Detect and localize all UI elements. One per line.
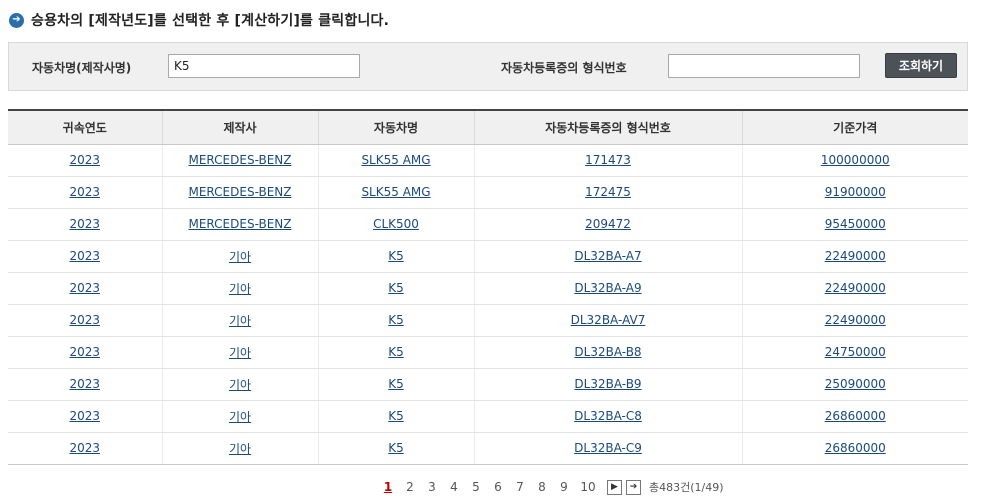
page-link-4[interactable]: 4 xyxy=(450,480,458,494)
type-number-link[interactable]: DL32BA-AV7 xyxy=(570,313,646,327)
page-link-7[interactable]: 7 xyxy=(516,480,524,494)
maker-link[interactable]: 기아 xyxy=(228,281,252,296)
year-link[interactable]: 2023 xyxy=(69,313,101,327)
year-link[interactable]: 2023 xyxy=(69,281,101,295)
page-link-1[interactable]: 1 xyxy=(383,480,393,494)
car-name-link[interactable]: SLK55 AMG xyxy=(361,153,431,167)
header-base-price: 기준가격 xyxy=(741,109,968,145)
table-row: 2023 MERCEDES-BENZ SLK55 AMG 171473 1000… xyxy=(8,144,968,177)
type-number-input[interactable] xyxy=(668,54,860,78)
price-link[interactable]: 25090000 xyxy=(824,377,886,391)
price-link[interactable]: 26860000 xyxy=(824,409,886,423)
type-number-link[interactable]: DL32BA-C9 xyxy=(574,441,642,455)
car-name-link[interactable]: K5 xyxy=(388,249,404,263)
table-row: 2023 MERCEDES-BENZ SLK55 AMG 172475 9190… xyxy=(8,176,968,209)
year-link[interactable]: 2023 xyxy=(69,441,101,455)
year-link[interactable]: 2023 xyxy=(69,409,101,423)
header-maker: 제작사 xyxy=(161,109,318,145)
car-name-link[interactable]: K5 xyxy=(388,313,404,327)
car-name-link[interactable]: K5 xyxy=(388,281,404,295)
price-link[interactable]: 95450000 xyxy=(824,217,886,231)
type-number-link[interactable]: DL32BA-A9 xyxy=(574,281,642,295)
year-link[interactable]: 2023 xyxy=(69,217,101,231)
year-link[interactable]: 2023 xyxy=(69,249,101,263)
car-name-link[interactable]: K5 xyxy=(388,345,404,359)
model-name-label: 자동차명(제작사명) xyxy=(32,61,132,75)
type-number-link[interactable]: DL32BA-B8 xyxy=(574,345,642,359)
table-row: 2023 기아 K5 DL32BA-C8 26860000 xyxy=(8,400,968,433)
table-row: 2023 기아 K5 DL32BA-AV7 22490000 xyxy=(8,304,968,337)
page-link-10[interactable]: 10 xyxy=(580,480,596,494)
price-link[interactable]: 22490000 xyxy=(824,249,886,263)
maker-link[interactable]: 기아 xyxy=(228,345,252,360)
table-row: 2023 기아 K5 DL32BA-A7 22490000 xyxy=(8,240,968,273)
page-link-5[interactable]: 5 xyxy=(472,480,480,494)
price-link[interactable]: 22490000 xyxy=(824,313,886,327)
maker-link[interactable]: MERCEDES-BENZ xyxy=(188,185,292,199)
car-name-link[interactable]: K5 xyxy=(388,377,404,391)
table-header-row: 귀속연도 제작사 자동차명 자동차등록증의 형식번호 기준가격 xyxy=(8,109,968,145)
maker-link[interactable]: 기아 xyxy=(228,441,252,456)
pagination: 1 2 3 4 5 6 7 8 9 10 ▶ ➔ 총483건(1/49) xyxy=(377,478,724,496)
last-arrow-icon[interactable]: ➔ xyxy=(626,479,641,495)
arrow-bullet-icon: ➔ xyxy=(9,12,24,28)
price-link[interactable]: 100000000 xyxy=(820,153,890,167)
car-name-link[interactable]: SLK55 AMG xyxy=(361,185,431,199)
type-number-link[interactable]: DL32BA-C8 xyxy=(574,409,642,423)
car-name-link[interactable]: K5 xyxy=(388,441,404,455)
table-row: 2023 기아 K5 DL32BA-B8 24750000 xyxy=(8,336,968,369)
type-number-label: 자동차등록증의 형식번호 xyxy=(501,61,627,75)
type-number-link[interactable]: 209472 xyxy=(585,217,631,231)
type-number-link[interactable]: DL32BA-A7 xyxy=(574,249,642,263)
total-count: 총483건(1/49) xyxy=(649,481,724,494)
page-link-8[interactable]: 8 xyxy=(538,480,546,494)
maker-link[interactable]: 기아 xyxy=(228,249,252,264)
year-link[interactable]: 2023 xyxy=(69,345,101,359)
search-button[interactable]: 조회하기 xyxy=(885,53,957,78)
year-link[interactable]: 2023 xyxy=(69,377,101,391)
price-link[interactable]: 24750000 xyxy=(824,345,886,359)
price-link[interactable]: 22490000 xyxy=(824,281,886,295)
price-link[interactable]: 91900000 xyxy=(824,185,886,199)
car-name-link[interactable]: K5 xyxy=(388,409,404,423)
page-link-9[interactable]: 9 xyxy=(560,480,568,494)
instruction-text: 승용차의 [제작년도]를 선택한 후 [계산하기]를 클릭합니다. xyxy=(31,13,390,29)
instruction-line: ➔ 승용차의 [제작년도]를 선택한 후 [계산하기]를 클릭합니다. xyxy=(9,10,389,30)
header-year: 귀속연도 xyxy=(8,109,162,145)
table-row: 2023 기아 K5 DL32BA-A9 22490000 xyxy=(8,272,968,305)
type-number-link[interactable]: DL32BA-B9 xyxy=(574,377,642,391)
table-row: 2023 MERCEDES-BENZ CLK500 209472 9545000… xyxy=(8,208,968,241)
maker-link[interactable]: MERCEDES-BENZ xyxy=(188,153,292,167)
search-panel: 자동차명(제작사명) 자동차등록증의 형식번호 조회하기 xyxy=(8,42,968,91)
page-link-3[interactable]: 3 xyxy=(428,480,436,494)
table-row: 2023 기아 K5 DL32BA-B9 25090000 xyxy=(8,368,968,401)
header-type-number: 자동차등록증의 형식번호 xyxy=(473,109,742,145)
page-link-6[interactable]: 6 xyxy=(494,480,502,494)
type-number-link[interactable]: 172475 xyxy=(585,185,631,199)
car-name-link[interactable]: CLK500 xyxy=(373,217,419,231)
maker-link[interactable]: 기아 xyxy=(228,313,252,328)
type-number-link[interactable]: 171473 xyxy=(585,153,631,167)
table-row: 2023 기아 K5 DL32BA-C9 26860000 xyxy=(8,432,968,465)
model-name-input[interactable] xyxy=(168,54,360,78)
page-link-2[interactable]: 2 xyxy=(406,480,414,494)
maker-link[interactable]: MERCEDES-BENZ xyxy=(188,217,292,231)
year-link[interactable]: 2023 xyxy=(69,185,101,199)
price-link[interactable]: 26860000 xyxy=(824,441,886,455)
year-link[interactable]: 2023 xyxy=(69,153,101,167)
header-car-name: 자동차명 xyxy=(317,109,474,145)
maker-link[interactable]: 기아 xyxy=(228,377,252,392)
results-table: 귀속연도 제작사 자동차명 자동차등록증의 형식번호 기준가격 2023 MER… xyxy=(8,109,968,465)
maker-link[interactable]: 기아 xyxy=(228,409,252,424)
next-arrow-icon[interactable]: ▶ xyxy=(607,479,622,495)
